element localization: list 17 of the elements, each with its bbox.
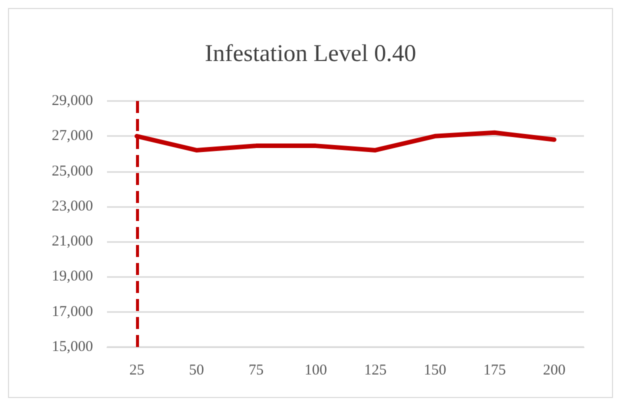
x-tick-label: 50 [188,362,204,378]
x-tick-label: 100 [304,362,327,378]
chart-title: Infestation Level 0.40 [204,41,416,67]
x-tick-label: 150 [424,362,446,378]
y-tick-label: 15,000 [52,339,93,355]
x-tick-label: 125 [364,362,387,378]
y-tick-label: 17,000 [52,304,93,320]
x-tick-label: 75 [248,362,264,378]
y-tick-label: 21,000 [52,234,93,250]
x-tick-label: 200 [542,362,566,378]
x-tick-label: 175 [483,362,506,378]
y-tick-label: 27,000 [52,128,93,144]
y-tick-label: 23,000 [52,198,93,214]
x-tick-label: 25 [129,362,144,378]
y-tick-label: 19,000 [52,268,93,285]
y-tick-label: 29,000 [52,93,93,109]
y-tick-label: 25,000 [52,163,93,180]
